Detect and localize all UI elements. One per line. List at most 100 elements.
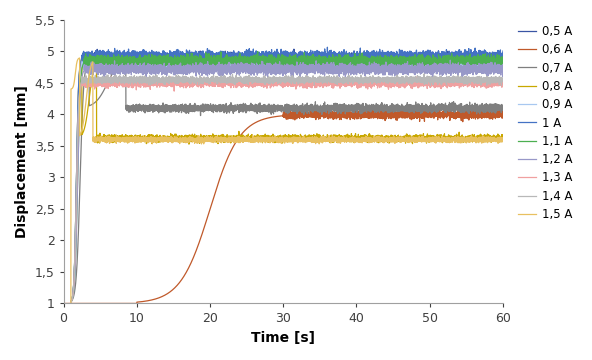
0,5 A [290, 47, 297, 51]
0,6 A [162, 293, 169, 297]
0,9 A [162, 59, 169, 63]
1,2 A [226, 66, 233, 71]
Line: 0,9 A: 0,9 A [63, 54, 503, 360]
1,2 A [500, 63, 507, 67]
0,5 A [257, 58, 264, 62]
1,2 A [447, 58, 454, 62]
1,1 A [167, 56, 174, 60]
0,8 A [226, 136, 233, 140]
Y-axis label: Displacement [mm]: Displacement [mm] [15, 85, 29, 238]
0,7 A [167, 105, 174, 109]
1,5 A [496, 137, 503, 141]
1,4 A [226, 77, 233, 82]
1,1 A [226, 58, 233, 62]
0,7 A [86, 57, 93, 62]
1,1 A [162, 58, 169, 63]
0,8 A [500, 136, 507, 141]
Line: 1,4 A: 1,4 A [63, 74, 503, 360]
0,8 A [162, 136, 169, 140]
1 A [257, 51, 264, 56]
1,3 A [500, 80, 507, 84]
0,9 A [237, 51, 244, 56]
1,3 A [227, 75, 234, 79]
1,2 A [167, 69, 174, 74]
0,7 A [162, 102, 169, 107]
1,4 A [420, 72, 427, 76]
Line: 1,3 A: 1,3 A [63, 77, 503, 360]
0,8 A [167, 135, 174, 139]
0,6 A [257, 118, 264, 122]
1,2 A [496, 68, 503, 72]
1 A [324, 45, 331, 49]
Line: 0,6 A: 0,6 A [63, 108, 503, 303]
0,8 A [496, 138, 503, 142]
1,4 A [257, 79, 264, 83]
1,3 A [496, 81, 503, 85]
1,1 A [165, 61, 172, 65]
0,9 A [165, 60, 172, 64]
0,7 A [165, 108, 172, 112]
0,7 A [500, 108, 507, 112]
0,8 A [78, 57, 85, 62]
1 A [500, 49, 507, 53]
Line: 1,2 A: 1,2 A [63, 60, 503, 360]
0,9 A [257, 59, 264, 63]
1,2 A [257, 69, 264, 74]
1,1 A [254, 49, 261, 54]
1 A [167, 52, 174, 57]
Legend: 0,5 A, 0,6 A, 0,7 A, 0,8 A, 0,9 A, 1 A, 1,1 A, 1,2 A, 1,3 A, 1,4 A, 1,5 A: 0,5 A, 0,6 A, 0,7 A, 0,8 A, 0,9 A, 1 A, … [513, 20, 577, 226]
0,9 A [500, 61, 507, 66]
1,1 A [496, 60, 503, 64]
0,7 A [496, 103, 503, 108]
0,8 A [165, 135, 172, 139]
1,3 A [165, 80, 172, 84]
Line: 0,7 A: 0,7 A [63, 59, 503, 360]
1,4 A [165, 75, 172, 80]
0,9 A [167, 62, 174, 66]
1 A [226, 57, 233, 61]
0,5 A [496, 57, 503, 61]
0,7 A [257, 107, 264, 111]
1 A [165, 53, 172, 57]
0,9 A [496, 59, 503, 63]
X-axis label: Time [s]: Time [s] [251, 331, 316, 345]
1,5 A [226, 138, 233, 142]
Line: 1,5 A: 1,5 A [63, 58, 503, 360]
1,4 A [496, 79, 503, 84]
1,3 A [257, 80, 264, 84]
0,6 A [500, 113, 507, 117]
0,5 A [226, 59, 233, 63]
0,6 A [60, 301, 67, 306]
0,6 A [363, 105, 371, 110]
0,5 A [165, 58, 172, 62]
Line: 0,8 A: 0,8 A [63, 59, 503, 360]
1,1 A [500, 58, 507, 63]
Line: 0,5 A: 0,5 A [63, 49, 503, 360]
0,5 A [500, 59, 507, 64]
0,6 A [496, 115, 503, 120]
0,5 A [167, 59, 174, 63]
1,4 A [500, 77, 507, 81]
1 A [496, 56, 503, 60]
0,9 A [226, 62, 233, 67]
1 A [162, 54, 169, 58]
1,5 A [76, 56, 83, 60]
0,6 A [226, 153, 233, 157]
0,5 A [162, 57, 169, 61]
1,1 A [257, 56, 264, 60]
1,5 A [165, 137, 172, 141]
1,5 A [500, 137, 507, 141]
Line: 1 A: 1 A [63, 47, 503, 360]
0,7 A [226, 105, 233, 110]
1,2 A [162, 66, 169, 71]
0,6 A [165, 291, 172, 296]
1,4 A [162, 79, 169, 84]
1,5 A [162, 136, 169, 140]
0,6 A [167, 289, 174, 294]
1,5 A [167, 136, 174, 140]
1,3 A [162, 84, 169, 88]
1,2 A [165, 66, 172, 71]
1,3 A [226, 80, 233, 85]
1,5 A [257, 138, 264, 142]
1,4 A [167, 79, 174, 83]
